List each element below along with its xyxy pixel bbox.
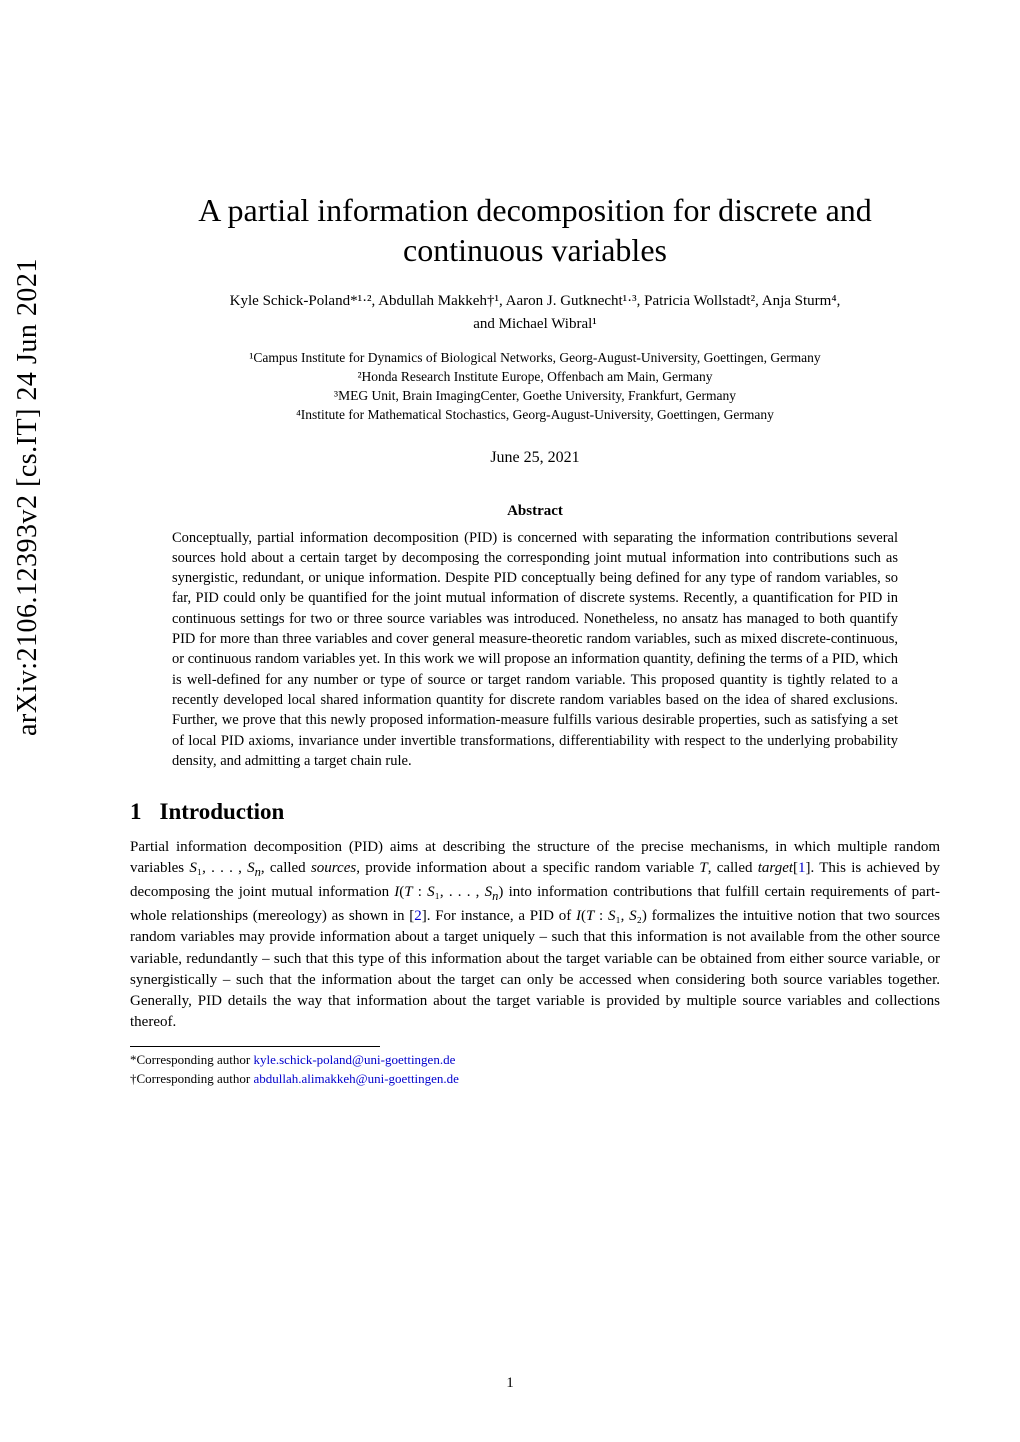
paper-title: A partial information decomposition for … [130, 190, 940, 270]
footnote-2: †Corresponding author abdullah.alimakkeh… [130, 1070, 940, 1089]
section-title: Introduction [160, 799, 285, 824]
authors-block: Kyle Schick-Poland*¹·², Abdullah Makkeh†… [130, 290, 940, 335]
footnote-1-prefix: *Corresponding author [130, 1052, 253, 1067]
affiliation-1: ¹Campus Institute for Dynamics of Biolog… [130, 349, 940, 368]
footnote-1-email[interactable]: kyle.schick-poland@uni-goettingen.de [253, 1052, 455, 1067]
arxiv-identifier: arXiv:2106.12393v2 [cs.IT] 24 Jun 2021 [12, 258, 44, 736]
abstract-text: Conceptually, partial information decomp… [172, 528, 898, 772]
affiliations-block: ¹Campus Institute for Dynamics of Biolog… [130, 349, 940, 425]
footnote-2-prefix: †Corresponding author [130, 1071, 253, 1086]
section-heading-introduction: 1 Introduction [130, 799, 940, 825]
page-number: 1 [0, 1375, 1020, 1392]
affiliation-4: ⁴Institute for Mathematical Stochastics,… [130, 406, 940, 425]
footnotes-block: *Corresponding author kyle.schick-poland… [130, 1051, 940, 1089]
section-number: 1 [130, 799, 142, 824]
footnote-2-email[interactable]: abdullah.alimakkeh@uni-goettingen.de [253, 1071, 458, 1086]
authors-line-2: and Michael Wibral¹ [130, 313, 940, 336]
abstract-heading: Abstract [130, 503, 940, 520]
affiliation-3: ³MEG Unit, Brain ImagingCenter, Goethe U… [130, 387, 940, 406]
page-content: A partial information decomposition for … [130, 0, 940, 1088]
affiliation-2: ²Honda Research Institute Europe, Offenb… [130, 368, 940, 387]
introduction-body: Partial information decomposition (PID) … [130, 837, 940, 1034]
authors-line-1: Kyle Schick-Poland*¹·², Abdullah Makkeh†… [130, 290, 940, 313]
paper-date: June 25, 2021 [130, 449, 940, 467]
footnote-1: *Corresponding author kyle.schick-poland… [130, 1051, 940, 1070]
intro-paragraph-1: Partial information decomposition (PID) … [130, 837, 940, 1034]
